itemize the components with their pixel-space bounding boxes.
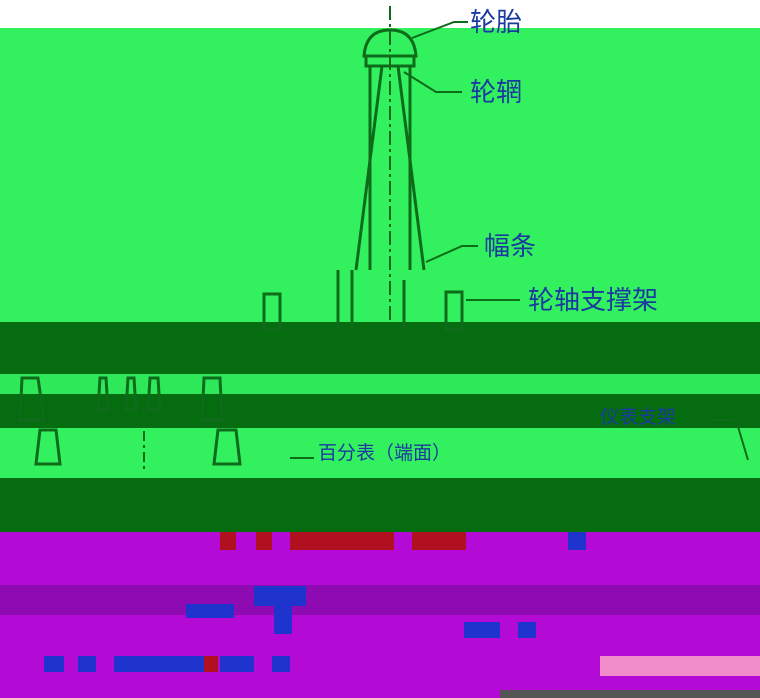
leader-lines bbox=[290, 21, 749, 461]
spoke-right bbox=[396, 65, 426, 271]
band-dark-green-3 bbox=[0, 478, 760, 532]
spoke-left bbox=[354, 65, 384, 271]
band-green-lower bbox=[0, 428, 760, 478]
label-tire: 轮胎 bbox=[470, 8, 523, 38]
rim-outline bbox=[364, 54, 416, 68]
label-gauge-stand: 仪表支架 bbox=[600, 406, 677, 428]
bottom-blocks bbox=[44, 532, 760, 698]
band-dark-green-1 bbox=[0, 322, 760, 374]
base-stand bbox=[18, 376, 242, 466]
axle-support-right bbox=[444, 290, 464, 332]
label-spoke: 幅条 bbox=[484, 232, 537, 262]
tire-outline bbox=[362, 28, 418, 58]
band-green-mid bbox=[0, 374, 760, 394]
axle-support-left bbox=[262, 292, 282, 332]
band-dark-magenta bbox=[0, 585, 760, 615]
label-rim: 轮辋 bbox=[470, 78, 523, 108]
label-axle-support: 轮轴支撑架 bbox=[528, 286, 659, 316]
label-dial-indicator-end: 百分表（端面） bbox=[318, 442, 452, 464]
